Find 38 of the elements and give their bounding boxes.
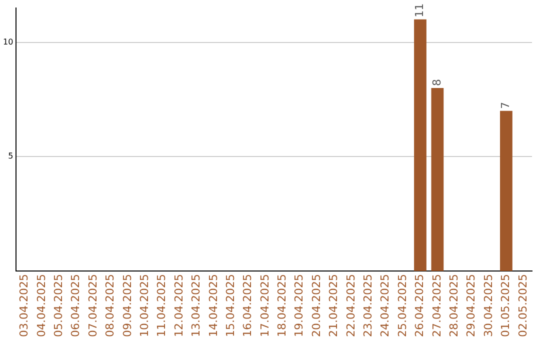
x-tick-label: 23.04.2025 bbox=[362, 274, 375, 338]
y-tick-label: 10 bbox=[2, 37, 14, 46]
x-tick-label: 21.04.2025 bbox=[327, 274, 340, 338]
x-tick-label: 28.04.2025 bbox=[447, 274, 460, 338]
x-tick-label: 27.04.2025 bbox=[430, 274, 444, 338]
x-tick-label: 26.04.2025 bbox=[413, 274, 426, 338]
x-tick-label: 09.04.2025 bbox=[120, 274, 134, 338]
x-tick-label: 20.04.2025 bbox=[310, 274, 323, 338]
data-label: 11 bbox=[413, 3, 426, 18]
x-tick-label: 24.04.2025 bbox=[378, 274, 392, 338]
x-tick-label: 10.04.2025 bbox=[138, 274, 151, 338]
x-tick-label: 02.05.2025 bbox=[516, 274, 530, 338]
x-tick-label: 12.04.2025 bbox=[172, 274, 186, 338]
x-tick-label: 07.04.2025 bbox=[86, 274, 100, 338]
x-tick-label: 18.04.2025 bbox=[276, 274, 289, 338]
x-tick-label: 19.04.2025 bbox=[292, 274, 306, 338]
y-tick-label: 5 bbox=[8, 152, 14, 161]
bar bbox=[500, 110, 512, 272]
x-tick-label: 25.04.2025 bbox=[396, 274, 409, 338]
x-tick-label: 22.04.2025 bbox=[344, 274, 358, 338]
x-tick-label: 08.04.2025 bbox=[104, 274, 117, 338]
data-label: 8 bbox=[430, 79, 444, 86]
x-tick-label: 06.04.2025 bbox=[69, 274, 82, 338]
bar bbox=[414, 19, 426, 272]
x-tick-label: 13.04.2025 bbox=[190, 274, 203, 338]
x-tick-label: 05.04.2025 bbox=[52, 274, 66, 338]
x-tick-label: 17.04.2025 bbox=[258, 274, 272, 338]
x-tick-label: 15.04.2025 bbox=[224, 274, 237, 338]
x-tick-label: 01.05.2025 bbox=[499, 274, 512, 338]
x-tick-label: 04.04.2025 bbox=[34, 274, 48, 338]
x-tick-label: 29.04.2025 bbox=[464, 274, 478, 338]
bar bbox=[431, 88, 444, 272]
x-tick-label: 03.04.2025 bbox=[18, 274, 31, 338]
data-label: 7 bbox=[499, 102, 512, 109]
x-tick-label: 11.04.2025 bbox=[155, 274, 168, 338]
x-tick-label: 16.04.2025 bbox=[241, 274, 254, 338]
x-tick-label: 30.04.2025 bbox=[482, 274, 495, 338]
x-tick-label: 14.04.2025 bbox=[206, 274, 220, 338]
